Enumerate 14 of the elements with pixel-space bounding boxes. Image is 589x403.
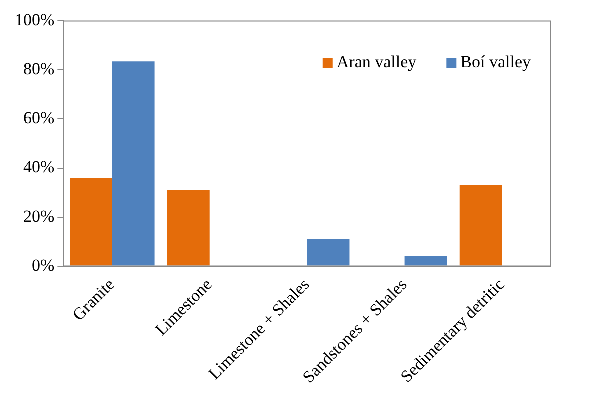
bar (460, 185, 502, 266)
y-tick-label: 80% (23, 60, 55, 79)
bar (112, 62, 155, 266)
y-tick-label: 60% (23, 108, 55, 128)
bar (70, 178, 112, 266)
legend-label: Boí valley (460, 52, 532, 72)
bar (404, 256, 448, 266)
y-tick-label: 20% (23, 206, 55, 226)
y-tick-label: 0% (32, 256, 55, 275)
y-tick-label: 40% (23, 158, 55, 177)
legend-label: Aran valley (336, 52, 418, 72)
bar (167, 190, 210, 266)
y-tick-label: 100% (14, 10, 55, 30)
bar (307, 239, 350, 266)
